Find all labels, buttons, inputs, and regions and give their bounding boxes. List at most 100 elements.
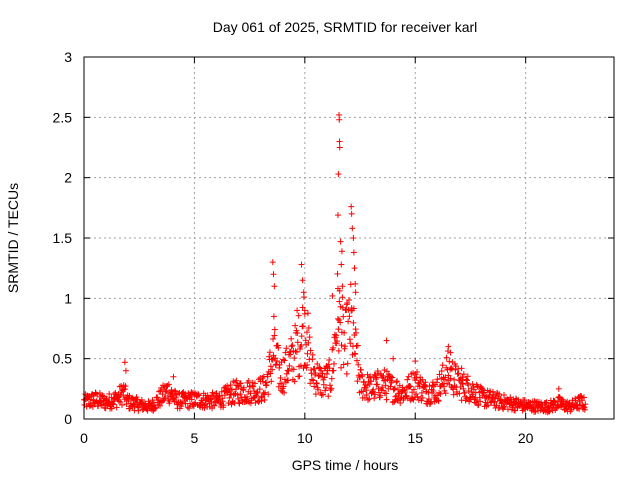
data-point xyxy=(438,367,445,374)
data-point xyxy=(455,370,462,377)
data-point xyxy=(446,358,453,365)
data-point xyxy=(251,380,258,387)
data-point xyxy=(288,335,295,342)
data-point xyxy=(319,391,326,398)
data-point xyxy=(383,368,390,375)
data-point xyxy=(519,407,526,414)
y-tick-label: 3 xyxy=(64,49,72,65)
data-point xyxy=(300,323,307,330)
data-point xyxy=(330,367,337,374)
data-point xyxy=(351,265,358,272)
data-point xyxy=(412,358,419,365)
data-point xyxy=(490,391,497,398)
data-point xyxy=(267,363,274,370)
data-point xyxy=(110,401,117,408)
data-points xyxy=(81,111,589,416)
data-point xyxy=(282,349,289,356)
data-point xyxy=(273,361,280,368)
data-point xyxy=(286,362,293,369)
data-point xyxy=(312,391,319,398)
data-point xyxy=(394,397,401,404)
data-point xyxy=(172,388,179,395)
y-tick-label: 2 xyxy=(64,170,72,186)
data-point xyxy=(298,261,305,268)
data-point xyxy=(159,398,166,405)
data-point xyxy=(232,386,239,393)
data-point xyxy=(460,371,467,378)
data-point xyxy=(532,408,539,415)
data-point xyxy=(325,393,332,400)
data-point xyxy=(129,394,136,401)
data-point xyxy=(336,138,343,145)
data-point xyxy=(156,388,163,395)
data-point xyxy=(347,281,354,288)
data-point xyxy=(418,389,425,396)
data-point xyxy=(557,395,564,402)
data-point xyxy=(413,374,420,381)
data-point xyxy=(308,376,315,383)
data-point xyxy=(345,318,352,325)
data-point xyxy=(437,390,444,397)
data-point xyxy=(219,398,226,405)
data-point xyxy=(156,402,163,409)
grid-lines xyxy=(84,57,614,419)
data-point xyxy=(366,395,373,402)
data-point xyxy=(350,249,357,256)
data-point xyxy=(350,319,357,326)
data-point xyxy=(237,391,244,398)
data-point xyxy=(336,144,343,151)
data-point xyxy=(316,364,323,371)
data-point xyxy=(262,389,269,396)
data-point xyxy=(336,317,343,324)
data-point xyxy=(442,374,449,381)
data-point xyxy=(307,380,314,387)
data-point xyxy=(226,394,233,401)
data-point xyxy=(581,406,588,413)
x-tick-label: 15 xyxy=(407,430,423,446)
data-point xyxy=(290,366,297,373)
data-point xyxy=(275,344,282,351)
data-point xyxy=(220,402,227,409)
data-point xyxy=(346,296,352,303)
y-tick-label: 0.5 xyxy=(53,351,73,367)
data-point xyxy=(221,392,228,399)
data-point xyxy=(216,392,223,399)
data-point xyxy=(344,360,351,367)
data-point xyxy=(274,357,281,364)
data-point xyxy=(496,391,503,398)
x-tick-label: 0 xyxy=(80,430,88,446)
data-point xyxy=(335,171,342,178)
data-point xyxy=(123,401,130,408)
data-point xyxy=(334,212,341,219)
data-point xyxy=(352,351,359,358)
data-point xyxy=(255,398,262,405)
data-point xyxy=(357,366,364,373)
data-point xyxy=(271,326,278,333)
data-point xyxy=(310,377,317,384)
data-point xyxy=(459,374,466,381)
y-axis-label: SRMTID / TECUs xyxy=(5,183,21,293)
data-point xyxy=(422,379,429,386)
data-point xyxy=(382,382,389,389)
data-point xyxy=(315,373,322,380)
data-point xyxy=(450,391,457,398)
data-point xyxy=(333,332,340,339)
data-point xyxy=(335,347,342,354)
data-point xyxy=(118,401,125,408)
data-point xyxy=(250,383,257,390)
data-point xyxy=(448,365,455,372)
data-point xyxy=(342,343,349,350)
data-point xyxy=(309,351,316,358)
data-point xyxy=(469,381,476,388)
data-point xyxy=(284,367,291,374)
data-point xyxy=(340,313,347,320)
data-point xyxy=(170,373,177,380)
data-point xyxy=(470,386,477,393)
data-point xyxy=(154,394,161,401)
data-point xyxy=(350,305,357,312)
data-point xyxy=(212,390,219,397)
data-point xyxy=(247,390,254,397)
data-point xyxy=(305,339,312,346)
data-point xyxy=(304,350,311,357)
